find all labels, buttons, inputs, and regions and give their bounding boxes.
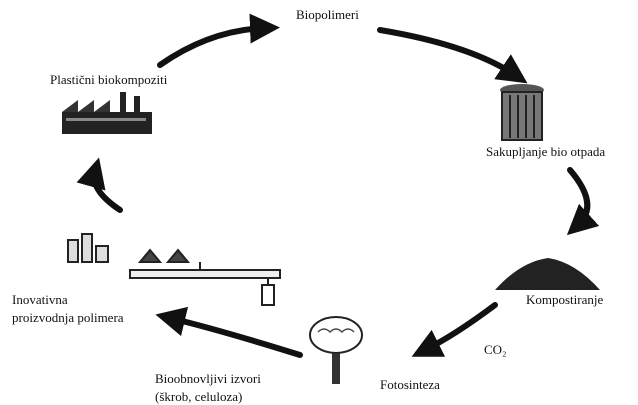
node-label: Sakupljanje bio otpada (486, 144, 605, 159)
arrow (155, 306, 303, 358)
arrow (76, 157, 123, 213)
compost-icon (495, 258, 600, 290)
node-label: Fotosinteza (380, 377, 440, 392)
arrow (157, 13, 280, 68)
cycle-arrows (76, 13, 600, 358)
lab-icon (67, 233, 281, 306)
bin-icon (500, 84, 544, 141)
node-label: Bioobnovljivi izvori (155, 371, 261, 386)
node-label: Biopolimeri (296, 7, 359, 22)
arrow (377, 27, 528, 84)
node-label: Kompostiranje (526, 292, 603, 307)
factory-icon (62, 92, 152, 134)
tree-icon (309, 316, 363, 384)
node-label: (škrob, celuloza) (155, 389, 242, 404)
node-label: Inovativna (12, 292, 68, 307)
node-label: CO₂ (484, 342, 507, 357)
arrow (411, 302, 498, 357)
node-label: proizvodnja polimera (12, 310, 124, 325)
arrow (566, 167, 600, 236)
node-label: Plastični biokompoziti (50, 72, 168, 87)
